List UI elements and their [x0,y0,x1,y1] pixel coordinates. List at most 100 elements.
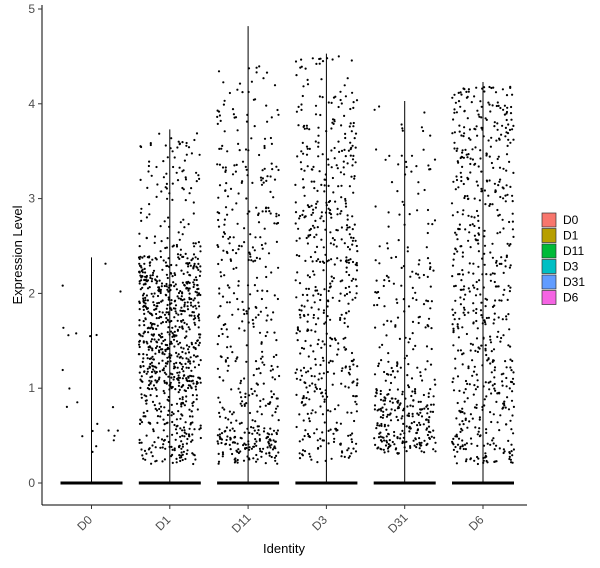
data-point [453,318,456,321]
data-point [311,409,314,412]
data-point [234,360,237,363]
data-point [152,384,156,387]
data-point [461,151,464,154]
data-point [195,180,198,183]
data-point [332,191,335,194]
data-point [162,418,165,421]
data-point [393,443,396,446]
data-point [270,396,273,399]
data-point [277,214,280,217]
data-point [469,349,472,352]
data-point [236,442,239,445]
legend-swatch-D3 [541,259,557,274]
data-point [187,287,190,290]
data-point [154,352,157,355]
data-point [509,141,512,144]
data-point [394,448,397,451]
data-point [479,293,482,296]
data-point [254,236,257,239]
data-point [163,313,167,316]
data-point [173,447,176,450]
data-point [459,349,462,352]
data-point [163,353,166,356]
data-point [266,314,269,317]
legend-label-D31: D31 [563,275,585,289]
data-point [190,259,193,262]
data-point [421,408,424,411]
data-point [187,289,190,292]
data-point [476,455,479,459]
data-point [314,251,317,254]
data-point [302,85,305,88]
data-point [373,304,376,307]
data-point [300,150,303,153]
data-point [429,307,432,310]
data-point [484,344,487,347]
data-point [245,402,248,405]
data-point [355,285,358,288]
data-point [392,282,395,285]
data-point [305,386,308,389]
data-point [509,419,512,422]
data-point [463,132,466,135]
data-point [198,153,201,156]
data-point [186,308,190,311]
data-point [306,391,309,394]
data-point [410,170,413,173]
data-point [173,345,176,348]
data-point [314,206,317,209]
data-point [173,285,176,288]
data-point [249,233,252,236]
data-point [261,177,264,180]
data-point [501,384,504,387]
data-point [475,337,479,340]
data-point [142,411,145,414]
data-point [348,285,351,288]
data-point [139,255,142,258]
data-point [143,262,146,265]
data-point [308,128,311,131]
data-point [177,313,180,316]
data-point [75,332,78,335]
data-point [483,456,487,459]
data-point [241,91,244,94]
data-point [194,388,198,391]
data-point [181,141,184,144]
data-point [376,424,379,427]
data-point [158,351,161,354]
data-point [305,145,309,148]
data-point [300,401,303,404]
data-point [245,310,248,313]
data-point [510,93,514,96]
data-point [322,269,325,272]
data-point [493,312,496,315]
data-point [479,309,483,312]
data-point [181,350,184,354]
data-point [332,96,336,99]
data-point [355,244,358,248]
data-point [217,225,221,228]
data-point [303,381,306,384]
data-point [261,361,264,364]
data-point [486,442,489,445]
data-point [401,127,404,130]
data-point [159,291,162,295]
data-point [429,363,433,366]
data-point [229,448,232,451]
data-point [463,400,466,403]
data-point [471,148,474,151]
data-point [464,293,467,296]
data-point [138,332,141,336]
data-point [165,246,168,249]
data-point [479,434,482,437]
data-point [300,309,303,312]
data-point [155,381,158,384]
data-point [473,365,476,368]
data-point [194,385,197,388]
data-point [410,394,413,398]
data-point [451,275,454,278]
data-point [405,425,408,428]
data-point [230,388,233,391]
data-point [476,184,479,187]
data-point [277,266,280,269]
